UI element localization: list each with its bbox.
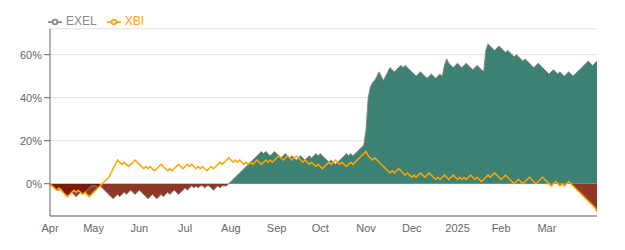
- svg-text:2025: 2025: [445, 222, 469, 234]
- html-text:EXEL: EXEL: [66, 14, 97, 28]
- svg-text:Sep: Sep: [267, 222, 287, 234]
- svg-text:Dec: Dec: [402, 222, 422, 234]
- svg-text:60%: 60%: [20, 49, 42, 61]
- svg-text:20%: 20%: [20, 135, 42, 147]
- svg-text:Jun: Jun: [130, 222, 148, 234]
- svg-text:Aug: Aug: [221, 222, 241, 234]
- svg-text:Jul: Jul: [178, 222, 192, 234]
- svg-text:Nov: Nov: [356, 222, 376, 234]
- svg-text:May: May: [83, 222, 104, 234]
- svg-text:Mar: Mar: [537, 222, 556, 234]
- svg-text:Apr: Apr: [41, 222, 58, 234]
- svg-text:Feb: Feb: [492, 222, 511, 234]
- html-text:XBI: XBI: [124, 14, 144, 28]
- svg-text:0%: 0%: [26, 178, 42, 190]
- svg-text:40%: 40%: [20, 92, 42, 104]
- svg-text:Oct: Oct: [312, 222, 329, 234]
